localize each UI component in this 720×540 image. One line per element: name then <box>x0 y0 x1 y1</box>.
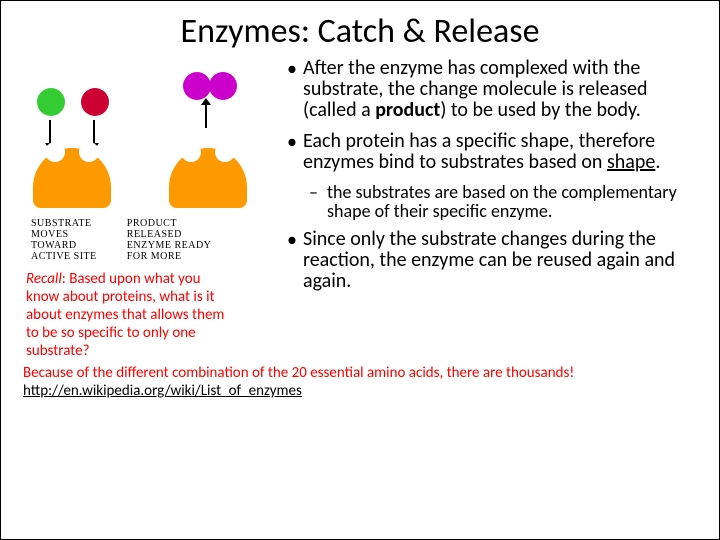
dash-icon: – <box>309 183 327 221</box>
recall-label: Recall <box>26 270 62 288</box>
bullet-item: •After the enzyme has complexed with the… <box>281 58 699 121</box>
arrow-up-icon <box>205 104 207 128</box>
right-column: •After the enzyme has complexed with the… <box>271 58 699 360</box>
diagram-caption-left: SUBSTRATEMOVESTOWARDACTIVE SITE <box>31 218 97 262</box>
arrow-down-icon <box>93 120 95 144</box>
sub-bullet-item: –the substrates are based on the complem… <box>309 183 699 221</box>
product-icon <box>209 72 237 100</box>
recall-box: Recall: Based upon what you know about p… <box>21 270 231 360</box>
wikipedia-link[interactable]: http://en.wikipedia.org/wiki/List_of_enz… <box>23 382 302 400</box>
bullet-text: Since only the substrate changes during … <box>303 229 699 292</box>
bullet-text: Each protein has a specific shape, there… <box>303 131 699 173</box>
arrow-down-icon <box>49 120 51 144</box>
sub-bullet-text: the substrates are based on the compleme… <box>327 183 699 221</box>
substrate-red-icon <box>81 88 109 116</box>
bullet-item: •Since only the substrate changes during… <box>281 229 699 292</box>
footer-area: Because of the different combination of … <box>1 360 719 400</box>
slide-title: Enzymes: Catch & Release <box>1 1 719 58</box>
content-area: SUBSTRATEMOVESTOWARDACTIVE SITE PRODUCTRE… <box>1 58 719 360</box>
diagram-caption-right: PRODUCTRELEASEDENZYME READYFOR MORE <box>127 218 212 262</box>
enzyme-diagram <box>21 66 271 236</box>
footer-answer: Because of the different combination of … <box>23 364 697 382</box>
enzyme-icon <box>33 148 111 208</box>
left-column: SUBSTRATEMOVESTOWARDACTIVE SITE PRODUCTRE… <box>21 58 271 360</box>
bullet-text: After the enzyme has complexed with the … <box>303 58 699 121</box>
bullet-mark-icon: • <box>281 131 303 173</box>
bullet-mark-icon: • <box>281 229 303 292</box>
bullet-mark-icon: • <box>281 58 303 121</box>
product-icon <box>183 72 211 100</box>
substrate-green-icon <box>37 88 65 116</box>
enzyme-icon <box>169 148 247 208</box>
bullet-item: •Each protein has a specific shape, ther… <box>281 131 699 173</box>
